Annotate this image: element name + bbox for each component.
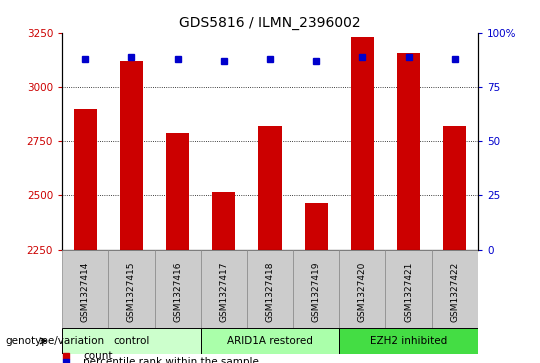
Text: percentile rank within the sample: percentile rank within the sample	[83, 357, 259, 363]
Text: GSM1327418: GSM1327418	[266, 261, 274, 322]
Title: GDS5816 / ILMN_2396002: GDS5816 / ILMN_2396002	[179, 16, 361, 30]
Bar	[259, 126, 281, 250]
Bar	[305, 203, 328, 250]
Bar	[154, 250, 201, 328]
Text: GSM1327419: GSM1327419	[312, 261, 321, 322]
Bar	[212, 192, 235, 250]
Bar	[201, 328, 339, 354]
Text: GSM1327420: GSM1327420	[358, 261, 367, 322]
Text: count: count	[83, 351, 112, 361]
Text: GSM1327415: GSM1327415	[127, 261, 136, 322]
Bar	[431, 250, 478, 328]
Bar	[120, 61, 143, 250]
Text: GSM1327417: GSM1327417	[219, 261, 228, 322]
Bar	[73, 109, 97, 250]
Bar	[201, 250, 247, 328]
Text: GSM1327421: GSM1327421	[404, 261, 413, 322]
Text: genotype/variation: genotype/variation	[5, 336, 105, 346]
Bar	[339, 250, 386, 328]
Bar	[166, 132, 189, 250]
Bar	[293, 250, 339, 328]
Bar	[62, 250, 109, 328]
Bar	[351, 37, 374, 250]
Bar	[109, 250, 154, 328]
Bar	[247, 250, 293, 328]
Text: ARID1A restored: ARID1A restored	[227, 336, 313, 346]
Bar	[386, 250, 431, 328]
Bar	[397, 53, 420, 250]
Bar	[62, 328, 201, 354]
Text: EZH2 inhibited: EZH2 inhibited	[370, 336, 447, 346]
Text: GSM1327416: GSM1327416	[173, 261, 182, 322]
Text: GSM1327422: GSM1327422	[450, 261, 460, 322]
Bar	[339, 328, 478, 354]
Text: control: control	[113, 336, 150, 346]
Text: GSM1327414: GSM1327414	[80, 261, 90, 322]
Bar	[443, 126, 467, 250]
